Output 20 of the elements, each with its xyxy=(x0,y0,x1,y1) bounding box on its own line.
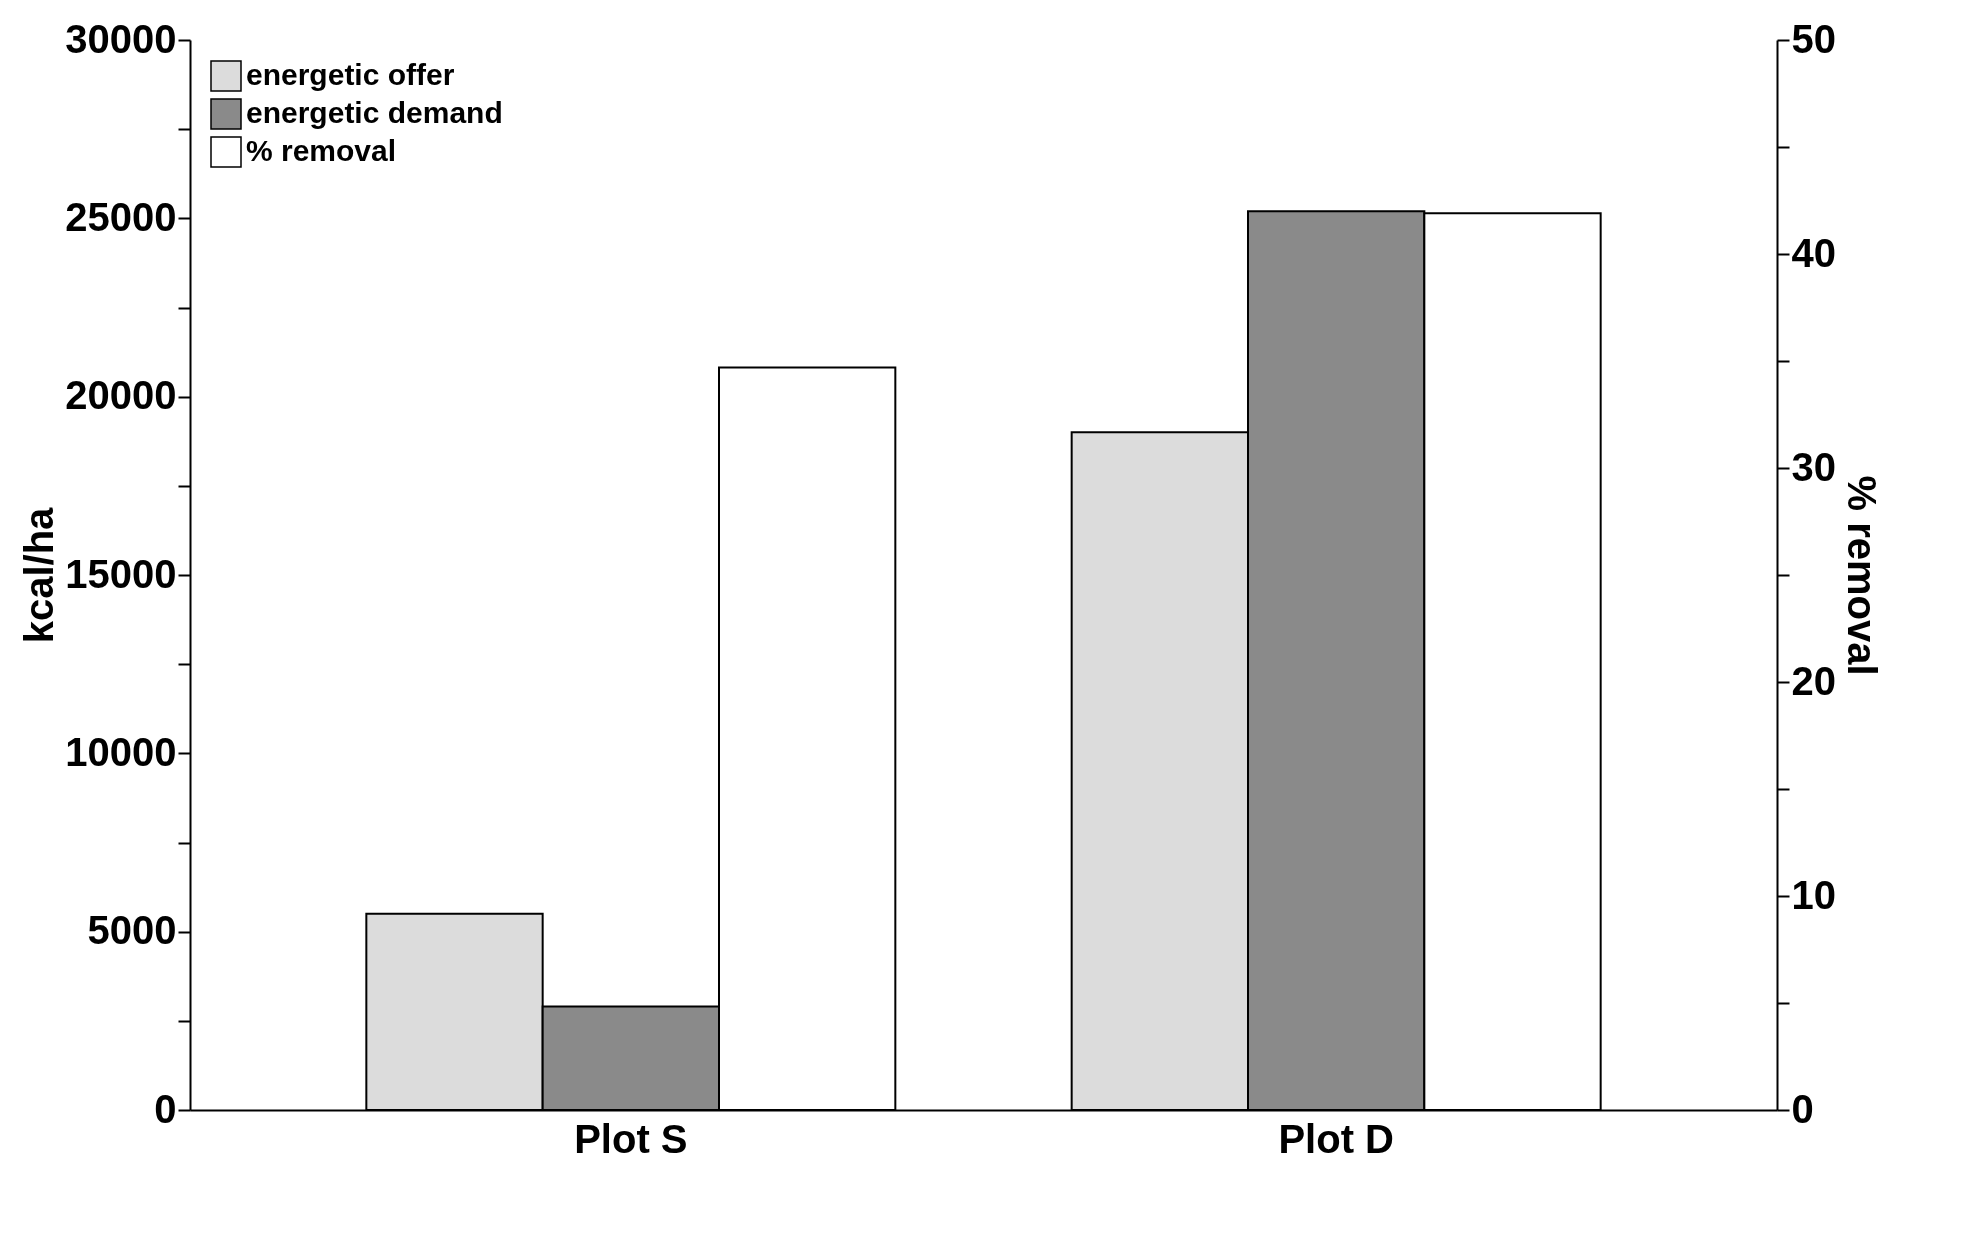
x-tick-label: Plot S xyxy=(574,1116,688,1161)
y-tick-label: 5000 xyxy=(87,908,177,953)
legend-label: energetic demand xyxy=(246,96,503,129)
y2-tick-label: 0 xyxy=(1791,1086,1814,1131)
y2-axis-title: % removal xyxy=(1839,475,1884,676)
y2-tick-label: 10 xyxy=(1791,872,1836,917)
legend-label: % removal xyxy=(246,134,397,167)
y-tick-label: 30000 xyxy=(65,16,177,61)
legend-label: energetic offer xyxy=(246,58,455,91)
y2-tick-label: 40 xyxy=(1791,230,1836,275)
y-tick-label: 15000 xyxy=(65,551,177,596)
y2-tick-label: 30 xyxy=(1791,444,1836,489)
y2-tick-label: 50 xyxy=(1791,16,1836,61)
y2-tick-label: 20 xyxy=(1791,658,1836,703)
y-axis-title: kcal/ha xyxy=(17,506,62,644)
x-tick-label: Plot D xyxy=(1278,1116,1394,1161)
y-tick-label: 25000 xyxy=(65,194,177,239)
y-tick-label: 0 xyxy=(154,1086,177,1131)
y-tick-label: 20000 xyxy=(65,373,177,418)
y-tick-label: 10000 xyxy=(65,729,177,774)
